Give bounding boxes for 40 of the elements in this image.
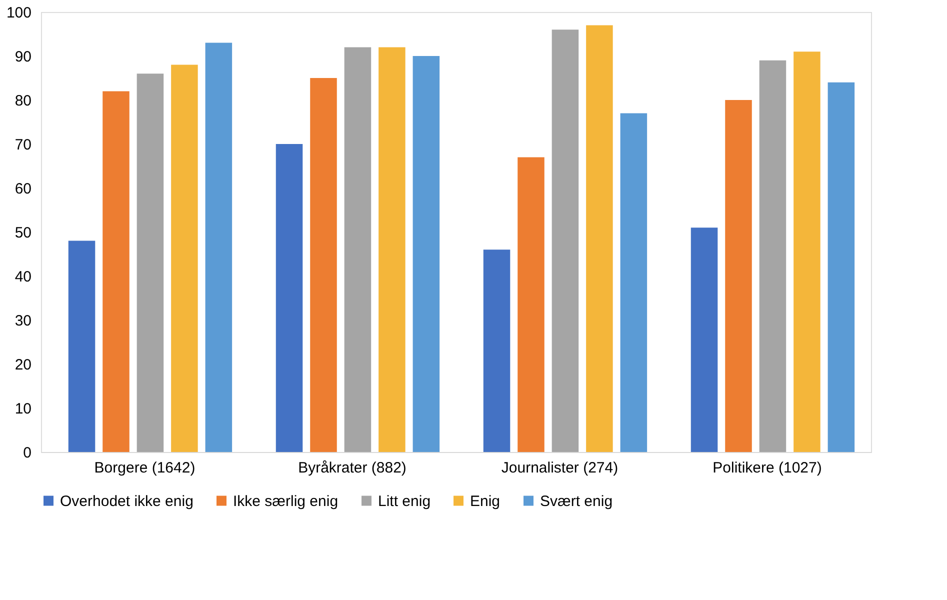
x-tick-label: Borgere (1642)	[94, 460, 196, 476]
legend-label: Overhodet ikke enig	[60, 492, 194, 510]
legend-label: Ikke særlig enig	[233, 492, 338, 510]
bar	[725, 100, 752, 452]
x-tick-label: Byråkrater (882)	[298, 460, 406, 476]
y-tick-label: 100	[6, 4, 32, 22]
bar	[102, 91, 130, 452]
bar	[344, 47, 372, 452]
x-tick-label: Journalister (274)	[501, 460, 618, 476]
y-tick-label: 50	[14, 224, 32, 242]
bar	[552, 30, 579, 452]
bar	[205, 42, 232, 452]
bar	[68, 240, 96, 452]
y-tick-label: 0	[23, 444, 32, 462]
y-tick-label: 30	[14, 312, 32, 330]
y-tick-label: 40	[14, 268, 32, 286]
bar	[828, 82, 855, 452]
y-tick-label: 60	[14, 180, 32, 198]
bar	[759, 60, 786, 452]
bar	[518, 157, 544, 452]
legend-label: Litt enig	[378, 492, 431, 510]
y-tick-label: 80	[14, 92, 32, 110]
bar	[483, 250, 510, 452]
legend-label: Svært enig	[540, 492, 613, 510]
bar	[620, 113, 648, 452]
y-tick-label: 90	[14, 48, 32, 66]
bar	[378, 47, 406, 452]
y-tick-label: 20	[14, 356, 32, 374]
bar	[171, 64, 198, 452]
bar	[136, 74, 164, 452]
y-tick-label: 70	[14, 136, 32, 154]
legend-label: Enig	[470, 492, 500, 510]
bar	[586, 25, 613, 452]
bar	[690, 228, 718, 452]
bar	[276, 144, 303, 452]
y-tick-label: 10	[14, 400, 32, 418]
bar	[794, 52, 820, 452]
bar	[412, 56, 440, 452]
bar	[310, 78, 337, 452]
x-tick-label: Politikere (1027)	[712, 460, 822, 476]
